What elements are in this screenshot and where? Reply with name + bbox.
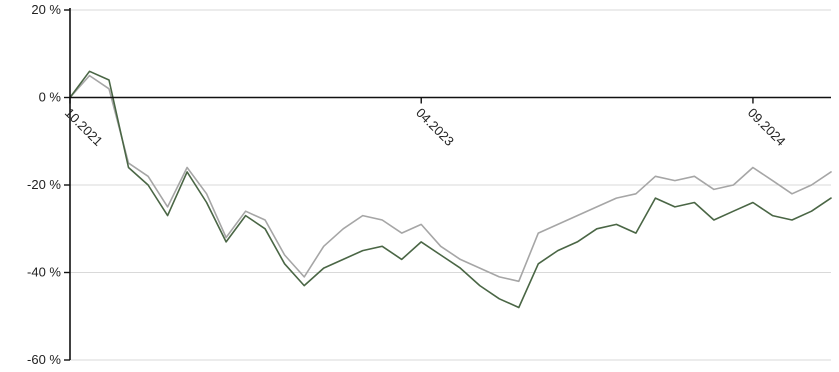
y-tick-label: 0 % [39,90,62,105]
y-tick-label: -40 % [27,265,61,280]
y-tick-label: -20 % [27,177,61,192]
axis-layer [64,8,831,361]
x-tick-label: 04.2023 [413,105,457,149]
grid-layer [70,9,831,361]
series-layer [69,70,832,309]
x-tick-label: 09.2024 [745,105,789,149]
y-tick-label: -60 % [27,352,61,367]
series-line-1 [69,74,832,283]
series-line-2 [69,70,832,309]
y-tick-label: 20 % [31,2,61,17]
x-tick-label: 10.2021 [62,105,106,149]
